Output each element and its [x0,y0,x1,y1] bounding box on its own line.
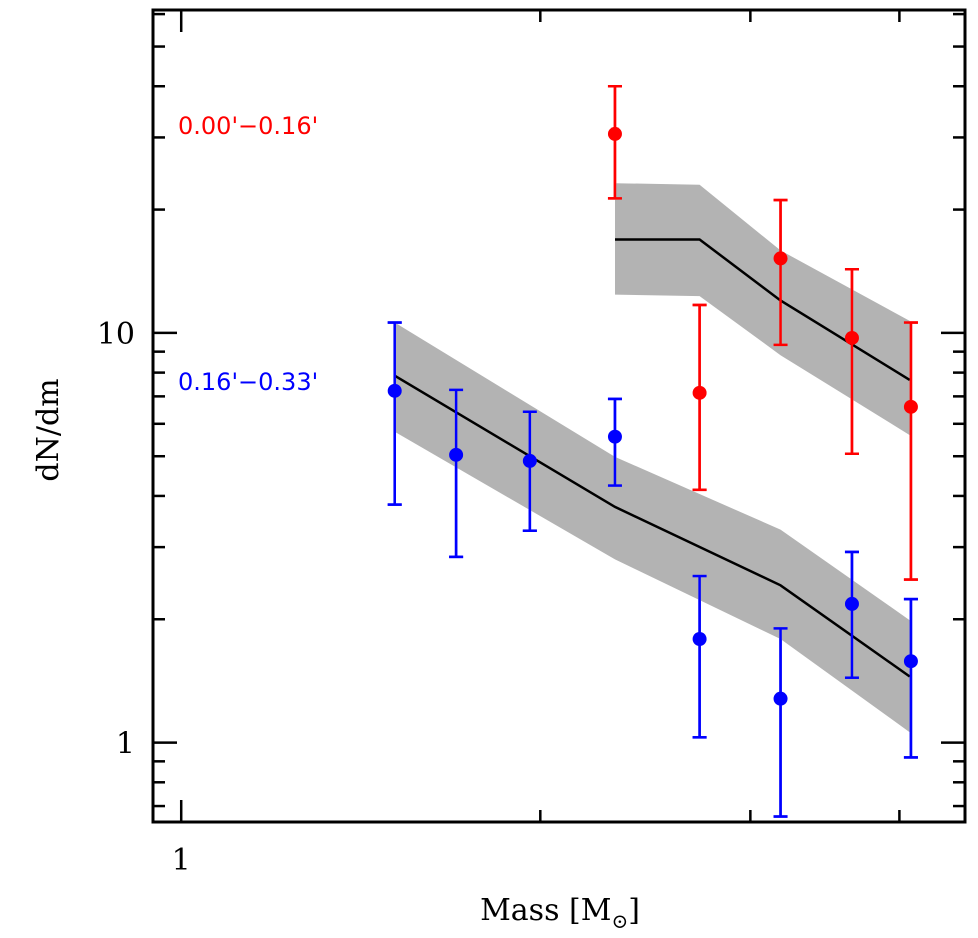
y-tick-label: 1 [116,727,135,762]
data-point [773,691,788,706]
data-point [903,399,918,414]
data-point [844,596,859,611]
data-point [692,385,707,400]
error-bars-overlay [387,84,918,818]
tick-labels: 1 1 10 [97,317,191,878]
model-line [394,374,911,678]
data-point [692,632,707,647]
data-points [387,126,918,706]
x-axis-label-close: ] [628,893,640,928]
data-point [387,383,402,398]
series-label-outer: 0.16'−0.33' [178,368,318,396]
model-bands [394,183,910,733]
series-label-inner: 0.00'−0.16' [178,112,318,140]
y-tick-label: 10 [97,317,135,352]
y-axis-label: dN/dm [31,378,66,481]
x-axis-label: Mass [M⊙] [480,893,640,933]
data-point [607,126,622,141]
data-point [773,251,788,266]
axis-ticks [153,10,965,822]
x-tick-label: 1 [172,843,191,878]
model-line [615,238,911,381]
data-point [449,447,464,462]
data-point [522,453,537,468]
x-axis-label-text: Mass [M [480,893,611,928]
model-uncertainty-band [615,183,910,436]
data-point [607,429,622,444]
model-lines [394,238,911,678]
plot-frame [151,8,967,824]
data-point [903,654,918,669]
x-axis-label-sun-symbol: ⊙ [611,909,628,933]
data-point [844,330,859,345]
